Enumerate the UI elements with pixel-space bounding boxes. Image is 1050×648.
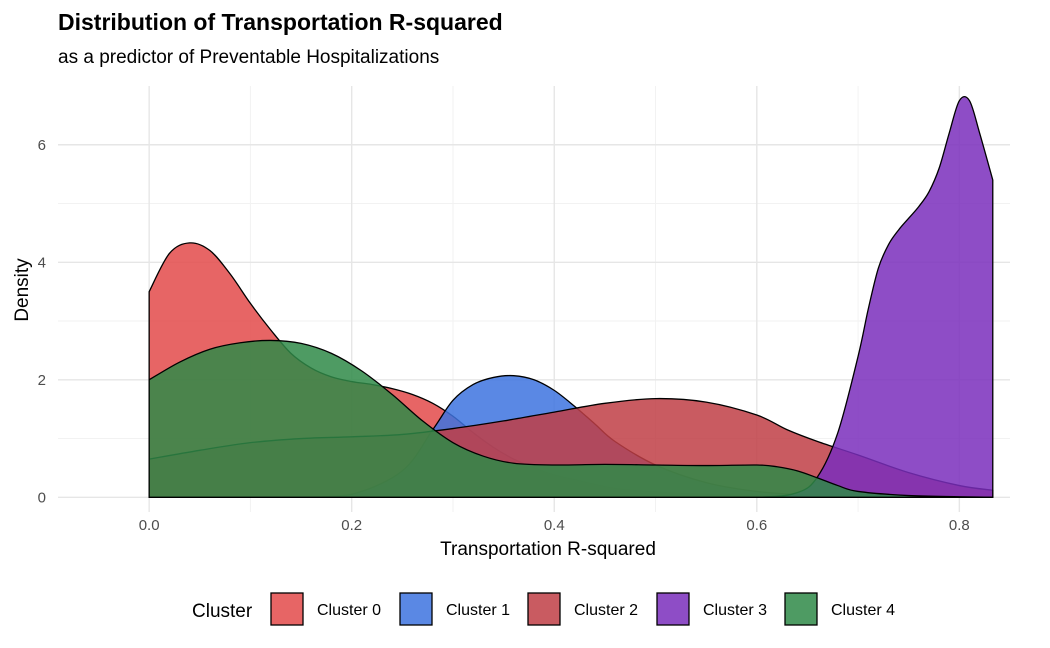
legend-label-cluster-2: Cluster 2 <box>574 602 638 619</box>
y-tick-label: 0 <box>38 489 46 506</box>
x-axis-label: Transportation R-squared <box>440 539 656 560</box>
legend-key-cluster-3 <box>656 592 690 626</box>
y-tick-label: 4 <box>38 254 46 271</box>
legend-key-cluster-4 <box>784 592 818 626</box>
x-tick-label: 0.0 <box>139 517 160 534</box>
density-area-cluster-4 <box>148 339 994 498</box>
x-tick-label: 0.4 <box>544 517 565 534</box>
legend-label-cluster-3: Cluster 3 <box>703 602 767 619</box>
legend-label-cluster-4: Cluster 4 <box>831 602 895 619</box>
y-tick-label: 6 <box>38 137 46 154</box>
density-areas <box>148 96 994 498</box>
x-tick-label: 0.6 <box>746 517 767 534</box>
x-tick-label: 0.8 <box>949 517 970 534</box>
legend-label-cluster-1: Cluster 1 <box>446 602 510 619</box>
chart-title: Distribution of Transportation R-squared <box>58 9 503 35</box>
legend-key-cluster-1 <box>399 592 433 626</box>
legend-key-cluster-2 <box>527 592 561 626</box>
legend: Cluster Cluster 0 Cluster 1 Cluster 2 Clust… <box>192 592 895 626</box>
legend-label-cluster-0: Cluster 0 <box>317 602 381 619</box>
chart-subtitle: as a predictor of Preventable Hospitaliz… <box>58 47 439 68</box>
axis-ticks: 0.0 0.2 0.4 0.6 0.8 0 2 4 6 <box>38 137 970 534</box>
y-tick-label: 2 <box>38 372 46 389</box>
x-tick-label: 0.2 <box>341 517 362 534</box>
y-axis-label: Density <box>12 258 33 322</box>
legend-key-cluster-0 <box>270 592 304 626</box>
legend-title: Cluster <box>192 601 253 622</box>
